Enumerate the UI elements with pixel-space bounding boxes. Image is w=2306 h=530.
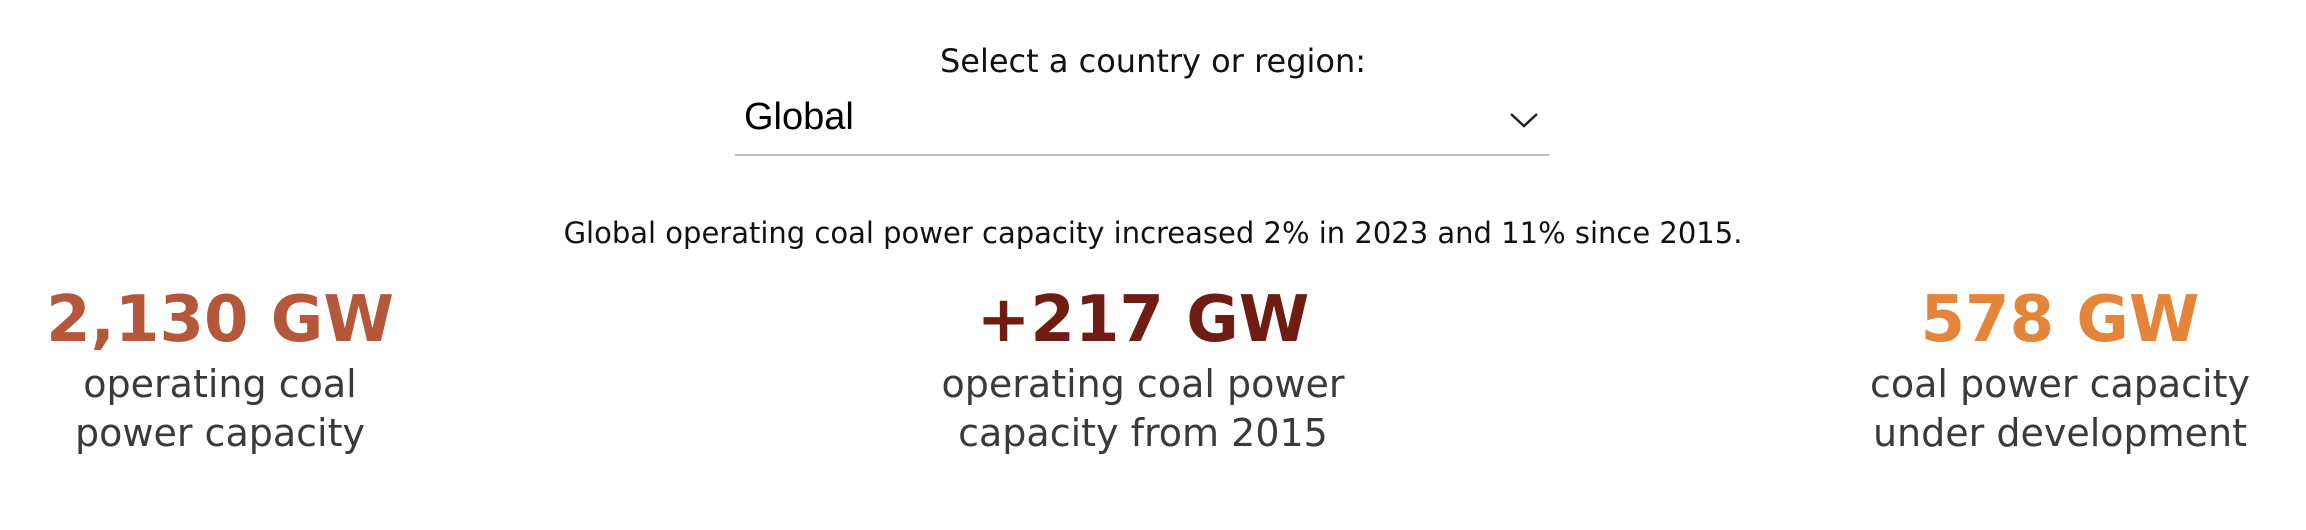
stat-capacity-change: +217 GW operating coal power capacity fr… [903,280,1383,458]
region-dropdown[interactable]: Global [735,92,1549,156]
stat-caption: operating coal power capacity [75,362,365,455]
region-dropdown-value: Global [744,96,854,138]
stat-under-development: 578 GW coal power capacity under develop… [1860,280,2260,458]
stat-value: +217 GW [976,283,1310,357]
summary-text: Global operating coal power capacity inc… [563,216,1743,250]
stat-value: 2,130 GW [46,283,394,357]
chevron-down-icon[interactable] [1509,110,1539,130]
stat-caption: coal power capacity under development [1869,362,2251,455]
stat-caption: operating coal power capacity from 2015 [941,362,1345,455]
stat-value: 578 GW [1920,283,2200,357]
stat-operating-capacity: 2,130 GW operating coal power capacity [30,280,410,458]
region-selector-label: Select a country or region: [939,42,1367,80]
